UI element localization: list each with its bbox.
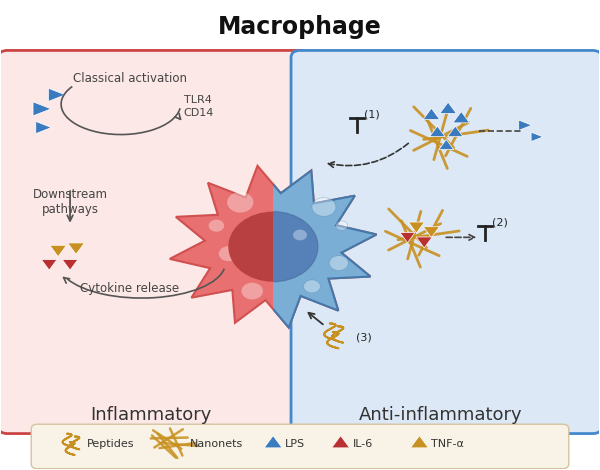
Text: Nanonets: Nanonets xyxy=(190,439,243,449)
Polygon shape xyxy=(519,120,532,130)
Text: (3): (3) xyxy=(356,333,371,343)
FancyBboxPatch shape xyxy=(0,50,309,433)
Polygon shape xyxy=(49,88,65,102)
FancyBboxPatch shape xyxy=(31,424,569,469)
Circle shape xyxy=(304,280,320,293)
Polygon shape xyxy=(400,233,415,243)
Text: Cytokine release: Cytokine release xyxy=(80,282,179,295)
Text: IL-6: IL-6 xyxy=(353,439,373,449)
Text: Anti-inflammatory: Anti-inflammatory xyxy=(359,406,522,424)
Circle shape xyxy=(229,212,318,282)
Circle shape xyxy=(229,212,318,282)
Circle shape xyxy=(336,221,348,230)
Polygon shape xyxy=(439,140,454,149)
Circle shape xyxy=(227,192,253,212)
Polygon shape xyxy=(41,259,57,270)
Polygon shape xyxy=(453,111,470,123)
Polygon shape xyxy=(410,436,428,448)
Text: Inflammatory: Inflammatory xyxy=(90,406,211,424)
Text: Macrophage: Macrophage xyxy=(218,15,382,39)
Text: LPS: LPS xyxy=(285,439,305,449)
Polygon shape xyxy=(62,259,78,270)
Polygon shape xyxy=(448,126,463,137)
Text: (2): (2) xyxy=(493,218,508,227)
Text: Peptides: Peptides xyxy=(87,439,134,449)
Polygon shape xyxy=(68,243,85,254)
Polygon shape xyxy=(33,102,51,116)
Circle shape xyxy=(241,282,263,299)
Polygon shape xyxy=(332,436,350,448)
Polygon shape xyxy=(50,245,67,257)
Polygon shape xyxy=(264,436,282,448)
Text: (1): (1) xyxy=(364,110,380,120)
Polygon shape xyxy=(430,126,445,137)
Text: Downstream
pathways: Downstream pathways xyxy=(32,188,107,216)
Polygon shape xyxy=(531,132,543,141)
Circle shape xyxy=(219,246,238,261)
Circle shape xyxy=(312,197,336,216)
Circle shape xyxy=(209,219,224,232)
Polygon shape xyxy=(409,222,425,233)
Text: TLR4
CD14: TLR4 CD14 xyxy=(184,95,214,118)
Text: Classical activation: Classical activation xyxy=(73,72,187,85)
Polygon shape xyxy=(170,166,376,328)
Polygon shape xyxy=(424,227,439,238)
FancyBboxPatch shape xyxy=(291,50,600,433)
Polygon shape xyxy=(423,108,440,119)
Circle shape xyxy=(329,256,349,271)
Polygon shape xyxy=(440,102,457,114)
Polygon shape xyxy=(416,237,432,248)
Polygon shape xyxy=(170,166,376,328)
Polygon shape xyxy=(36,121,52,133)
Circle shape xyxy=(293,229,307,241)
Text: TNF-α: TNF-α xyxy=(431,439,464,449)
